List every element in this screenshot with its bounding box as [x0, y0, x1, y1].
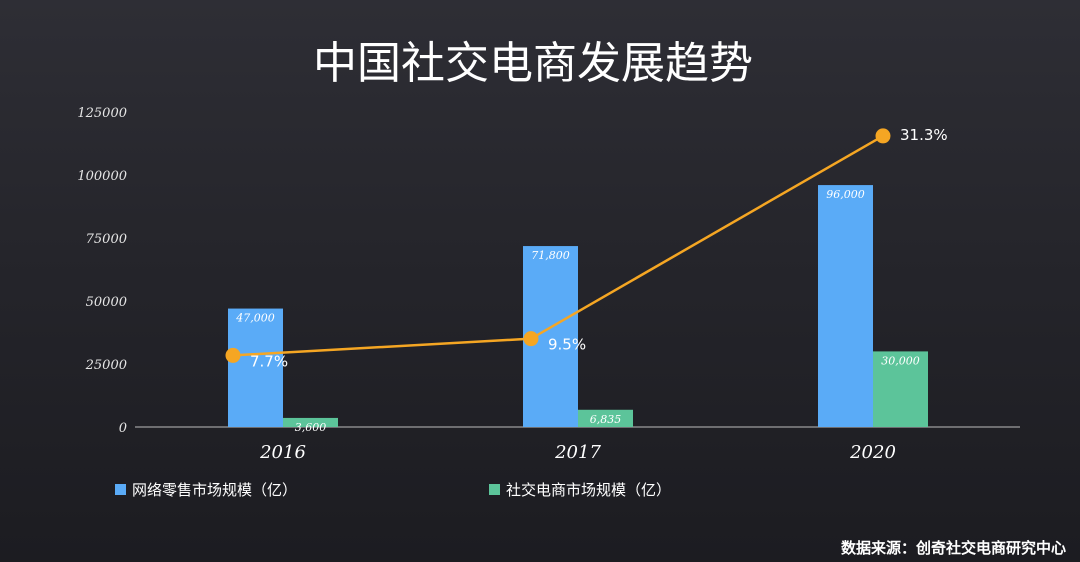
bar-data-label: 30,000: [881, 354, 920, 367]
y-tick-label: 100000: [77, 169, 127, 184]
x-tick-label: 2016: [259, 442, 306, 463]
line-layer: 7.7% 9.5% 31.3%: [225, 126, 948, 370]
bar-online-retail: [228, 308, 283, 427]
bar-social-ecommerce: [578, 409, 633, 427]
bar-data-label: 96,000: [826, 188, 865, 201]
y-tick-label: 25000: [85, 358, 127, 373]
rate-point: [225, 347, 241, 363]
y-tick-label: 0: [119, 421, 127, 436]
bar-data-label: 71,800: [531, 249, 570, 262]
legend-label: 社交电商市场规模（亿）: [506, 481, 671, 499]
chart-title: 中国社交电商发展趋势: [313, 38, 753, 89]
rate-point: [875, 128, 891, 144]
legend-label: 网络零售市场规模（亿）: [132, 481, 297, 499]
data-source-note: 数据来源：创奇社交电商研究中心: [841, 539, 1066, 557]
legend: 网络零售市场规模（亿） 社交电商市场规模（亿）: [115, 481, 671, 499]
bar-layer: 47,000 71,800 96,000 3,600 6,835 30,000: [228, 185, 928, 434]
bar-data-label: 6,835: [590, 413, 622, 426]
rate-label: 31.3%: [900, 126, 948, 144]
legend-swatch: [489, 484, 500, 495]
legend-swatch: [115, 484, 126, 495]
bar-social-ecommerce: [283, 417, 338, 427]
rate-label: 7.7%: [250, 352, 288, 370]
y-tick-label: 125000: [77, 106, 127, 121]
rate-label: 9.5%: [548, 336, 586, 354]
y-tick-label: 75000: [86, 232, 127, 247]
axis-layer: 0 25000 50000 75000 100000 125000 2016 2017 2020: [77, 106, 1020, 463]
bar-online-retail: [818, 185, 873, 427]
rate-line: [232, 134, 884, 357]
rate-point: [523, 331, 539, 347]
y-tick-label: 50000: [86, 295, 127, 310]
x-tick-label: 2017: [554, 442, 601, 463]
x-tick-label: 2020: [849, 442, 896, 463]
bar-social-ecommerce: [873, 351, 928, 427]
bar-data-label: 47,000: [235, 312, 275, 325]
bar-data-label: 3,600: [295, 421, 327, 434]
